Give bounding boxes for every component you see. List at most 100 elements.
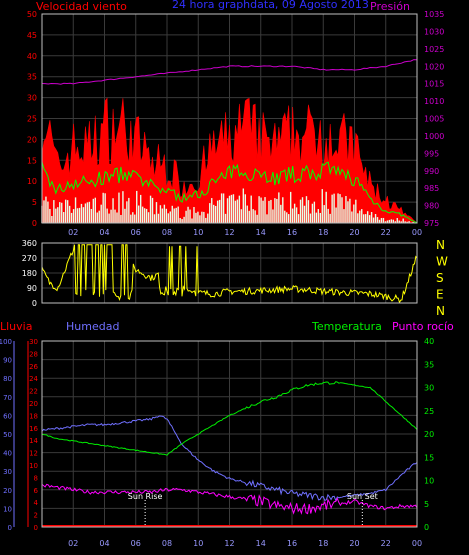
- temperature-line: [41, 381, 418, 456]
- rain-tick-label: 20: [29, 400, 38, 408]
- direction-panel-frame: [41, 242, 418, 304]
- humidity-tick-label: 10: [3, 505, 12, 513]
- hour-tick-label: 18: [318, 539, 328, 548]
- hour-tick-label: 04: [99, 539, 109, 548]
- rain-tick-label: 18: [29, 412, 38, 420]
- wind-average-line: [41, 161, 418, 224]
- wind-panel-hour-ticks: 02 04 06 08 10 12 14 16 18 20 22 00: [68, 228, 422, 237]
- temperature-tick-label: 30: [424, 384, 434, 393]
- hour-tick-label: 00: [412, 228, 422, 237]
- wind-gust-area: [41, 97, 418, 224]
- hour-tick-label: 02: [68, 228, 78, 237]
- compass-label: W: [436, 255, 448, 269]
- wind-panel-frame: [41, 13, 418, 224]
- pressure-tick-label: 985: [424, 184, 439, 193]
- temperature-tick-label: 5: [424, 500, 429, 509]
- hour-tick-label: 16: [287, 539, 297, 548]
- wind-speed-tick-label: 45: [27, 31, 37, 40]
- wind-speed-tick-label: 30: [27, 94, 37, 103]
- rain-tick-label: 0: [34, 524, 38, 532]
- hour-tick-label: 14: [256, 228, 266, 237]
- wind-speed-tick-label: 15: [27, 156, 37, 165]
- humidity-tick-label: 100: [0, 338, 12, 346]
- pressure-line: [41, 59, 418, 85]
- direction-tick-label: 90: [27, 284, 37, 293]
- humidity-tick-label: 70: [3, 394, 12, 402]
- wind-speed-tick-label: 20: [27, 135, 37, 144]
- pressure-ticks: 975 980 985 990 995 1000 1005 1010 1015 1020 1025 1…: [424, 10, 444, 228]
- hour-tick-label: 22: [381, 228, 391, 237]
- temperature-tick-label: 25: [424, 407, 434, 416]
- humidity-tick-label: 90: [3, 357, 12, 365]
- rain-tick-label: 10: [29, 462, 38, 470]
- rain-tick-label: 22: [29, 388, 38, 396]
- temperature-panel-series: [41, 381, 418, 527]
- temperature-panel-frame: [41, 340, 418, 528]
- dewpoint-line: [41, 483, 418, 515]
- temperature-axis-title: Temperatura: [311, 320, 382, 333]
- pressure-tick-label: 1005: [424, 115, 444, 124]
- pressure-tick-label: 1035: [424, 10, 444, 19]
- humidity-ticks: 0 10 20 30 40 50 60 70 80 90 100: [0, 338, 12, 532]
- hour-tick-label: 22: [381, 539, 391, 548]
- hour-tick-label: 12: [224, 228, 234, 237]
- temperature-tick-label: 10: [424, 477, 434, 486]
- rain-tick-label: 8: [34, 474, 38, 482]
- wind-panel-series: [41, 59, 418, 224]
- humidity-axis-title: Humedad: [66, 320, 119, 333]
- dewpoint-axis-title: Punto rocío: [392, 320, 454, 333]
- pressure-tick-label: 1010: [424, 97, 444, 106]
- temperature-tick-label: 40: [424, 337, 434, 346]
- hour-tick-label: 00: [412, 539, 422, 548]
- direction-tick-label: 180: [22, 269, 37, 278]
- humidity-tick-label: 60: [3, 412, 12, 420]
- humidity-line: [41, 415, 418, 502]
- humidity-tick-label: 30: [3, 468, 12, 476]
- rain-tick-label: 30: [29, 338, 38, 346]
- humidity-tick-label: 0: [8, 524, 12, 532]
- rain-tick-label: 26: [29, 363, 38, 371]
- temperature-tick-label: 20: [424, 430, 434, 439]
- compass-label: E: [436, 288, 444, 302]
- temperature-tick-label: 15: [424, 453, 434, 462]
- pressure-tick-label: 1020: [424, 62, 444, 71]
- pressure-tick-label: 1025: [424, 45, 444, 54]
- pressure-tick-label: 975: [424, 219, 439, 228]
- hour-tick-label: 06: [131, 228, 141, 237]
- hour-tick-label: 08: [162, 228, 172, 237]
- wind-speed-tick-label: 40: [27, 52, 37, 61]
- rain-tick-label: 28: [29, 350, 38, 358]
- wind-speed-tick-label: 50: [27, 10, 37, 19]
- wind-speed-ticks: 0 5 10 15 20 25 30 35 40 45 50: [27, 10, 37, 228]
- sun-marker-label: Sun Set: [347, 492, 378, 501]
- hour-tick-label: 08: [162, 539, 172, 548]
- temperature-ticks: 0 5 10 15 20 25 30 35 40: [424, 337, 434, 532]
- humidity-tick-label: 20: [3, 487, 12, 495]
- compass-label: N: [436, 304, 445, 318]
- direction-tick-label: 270: [22, 254, 37, 263]
- humidity-tick-label: 80: [3, 375, 12, 383]
- rain-tick-label: 14: [29, 437, 38, 445]
- temperature-panel-hour-ticks: 02 04 06 08 10 12 14 16 18 20 22 00: [68, 539, 422, 548]
- pressure-tick-label: 980: [424, 202, 439, 211]
- sun-marker-label: Sun Rise: [128, 492, 163, 501]
- temperature-tick-label: 35: [424, 360, 434, 369]
- sun-annotations: Sun Rise Sun Set: [128, 492, 378, 527]
- rain-tick-label: 6: [34, 487, 39, 495]
- rain-tick-label: 4: [34, 499, 39, 507]
- hour-tick-label: 16: [287, 228, 297, 237]
- pressure-tick-label: 1000: [424, 132, 444, 141]
- rain-tick-label: 16: [29, 425, 38, 433]
- hour-tick-label: 04: [99, 228, 109, 237]
- hour-tick-label: 06: [131, 539, 141, 548]
- wind-speed-tick-label: 25: [27, 115, 37, 124]
- rain-axis-title: Lluvia: [0, 320, 32, 333]
- wind-speed-tick-label: 10: [27, 177, 37, 186]
- rain-tick-label: 12: [29, 450, 38, 458]
- pressure-tick-label: 1015: [424, 80, 444, 89]
- wind-speed-tick-label: 0: [32, 219, 37, 228]
